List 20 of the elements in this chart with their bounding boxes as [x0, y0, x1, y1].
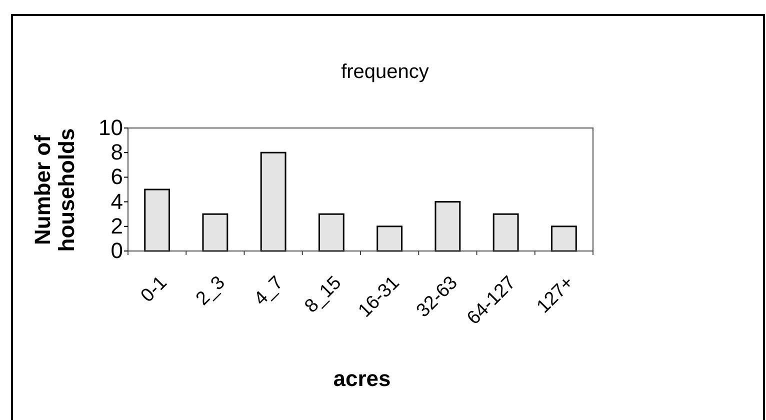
- x-axis-title: acres: [333, 366, 391, 391]
- y-tick-label: 2: [110, 213, 123, 238]
- y-tick-label: 8: [110, 140, 123, 165]
- bar: [492, 213, 519, 252]
- y-tick-label: 10: [98, 115, 123, 140]
- bar: [550, 226, 577, 252]
- x-tick-label: 0-1: [137, 272, 172, 307]
- x-tick-label: 2_3: [192, 272, 230, 310]
- y-tick-label: 6: [110, 164, 123, 190]
- bar: [434, 201, 461, 252]
- y-axis-title: Number of households: [30, 128, 80, 252]
- bar: [202, 213, 228, 252]
- y-tick-label: 4: [110, 188, 123, 214]
- y-tick-label: 0: [110, 238, 123, 264]
- bar: [144, 188, 170, 252]
- bar: [260, 152, 286, 252]
- x-tick-label: 4_7: [250, 272, 288, 310]
- bar: [318, 213, 344, 252]
- chart-title: frequency: [341, 61, 429, 83]
- bar: [376, 226, 403, 252]
